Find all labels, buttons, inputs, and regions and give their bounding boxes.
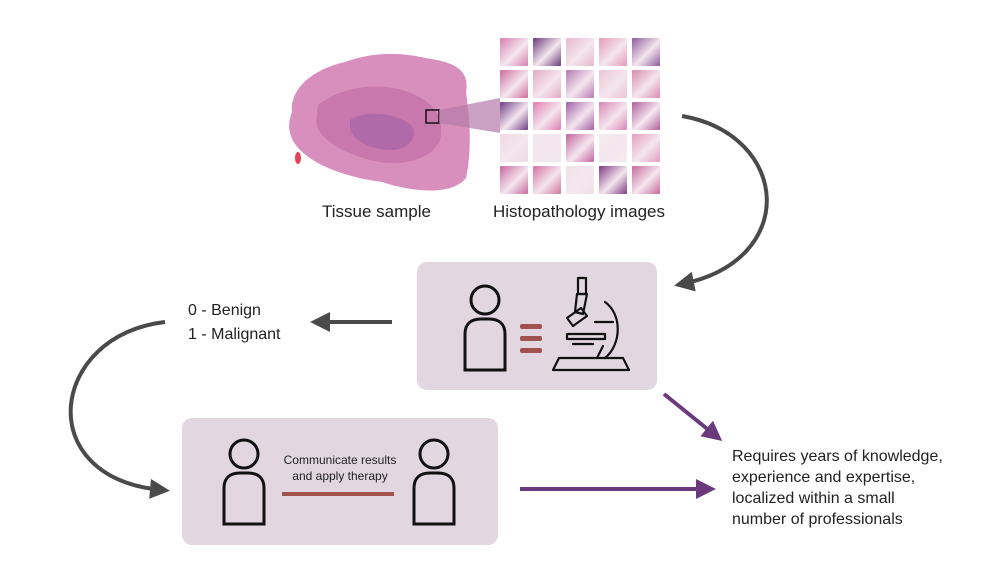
histopathology-tile	[632, 166, 660, 194]
histopathology-tile	[500, 70, 528, 98]
person-icon	[463, 284, 507, 372]
histopathology-tile	[533, 134, 561, 162]
histopathology-tile	[566, 70, 594, 98]
histopathology-tile	[533, 102, 561, 130]
communication-label: Communicate results and apply therapy	[270, 452, 410, 484]
histopathology-tile	[500, 166, 528, 194]
histopathology-tile	[566, 166, 594, 194]
tissue-sample-image	[289, 53, 500, 191]
tissue-sample-label: Tissue sample	[322, 202, 431, 221]
histopathology-tile	[566, 38, 594, 66]
analysis-box-art	[463, 276, 631, 372]
link-bars	[520, 324, 542, 353]
arrow-images-to-analysis	[674, 114, 769, 292]
histopathology-tile	[599, 134, 627, 162]
requirement-text: Requires years of knowledge, experience …	[732, 446, 943, 530]
communication-box: Communicate results and apply therapy	[182, 418, 498, 545]
patient-person-icon	[412, 438, 456, 526]
histopathology-tile	[632, 38, 660, 66]
requirement-line-3: localized within a small	[732, 490, 895, 507]
analysis-box	[417, 262, 657, 390]
histopathology-tile	[533, 38, 561, 66]
histopathology-images-label: Histopathology images	[493, 202, 665, 221]
histopathology-tile	[566, 134, 594, 162]
histopathology-tile	[632, 102, 660, 130]
histopathology-tile	[599, 102, 627, 130]
communication-line-1: Communicate results	[283, 453, 397, 467]
histopathology-tile	[533, 70, 561, 98]
histopathology-tile	[599, 38, 627, 66]
requirement-line-1: Requires years of knowledge,	[732, 448, 943, 465]
histopathology-tile	[632, 134, 660, 162]
doctor-person-icon	[222, 438, 266, 526]
communication-line-2: and apply therapy	[292, 469, 388, 483]
requirement-line-4: number of professionals	[732, 511, 903, 528]
microscope-icon	[551, 276, 631, 372]
histopathology-tile	[599, 70, 627, 98]
arrow-analysis-to-requirement	[662, 392, 723, 442]
arrow-classification-to-communication	[68, 320, 170, 499]
histopathology-tile	[500, 102, 528, 130]
histopathology-tile	[500, 38, 528, 66]
class-benign: 0 - Benign	[188, 302, 261, 319]
requirement-line-2: experience and expertise,	[732, 469, 916, 486]
classification-list: 0 - Benign 1 - Malignant	[188, 299, 281, 347]
histopathology-tile	[566, 102, 594, 130]
histopathology-grid	[500, 38, 662, 196]
histopathology-tile	[500, 134, 528, 162]
histopathology-tile	[632, 70, 660, 98]
histopathology-tile	[533, 166, 561, 194]
class-malignant: 1 - Malignant	[188, 326, 281, 343]
communication-box-art	[222, 438, 456, 526]
histopathology-tile	[599, 166, 627, 194]
